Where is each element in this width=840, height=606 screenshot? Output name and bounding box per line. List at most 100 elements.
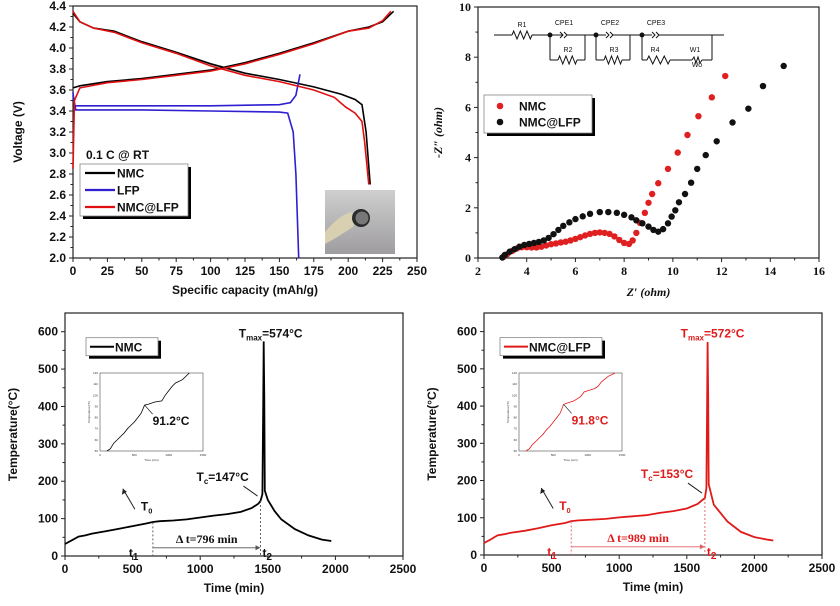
y-tick-label: 100	[457, 511, 477, 525]
y-tick-label: 3.4	[49, 104, 66, 118]
x-tick-label: 10	[667, 264, 679, 278]
data-point-nmc@lfp	[639, 220, 646, 227]
pointer-arrow	[243, 485, 258, 497]
y-tick-label: 3.6	[49, 83, 66, 97]
data-point-nmc	[557, 239, 565, 246]
inset-y-tick-label: 60	[95, 438, 99, 442]
legend-b: NMC NMC@LFP	[483, 94, 595, 136]
data-point-nmc@lfp	[659, 225, 667, 233]
cpe-cpe3	[651, 31, 660, 39]
circuit-label: R2	[564, 47, 573, 54]
data-point-nmc@lfp	[628, 214, 635, 221]
series-group-c: Δ t=796 min t1 t2 T0 Tc=147°C Tmax=574°C	[64, 327, 332, 563]
data-point-nmc	[567, 237, 574, 244]
inset-y-tick-label: 100	[512, 393, 517, 397]
y-tick-label: 3.2	[49, 125, 66, 139]
legend-label: NMC@LFP	[529, 341, 591, 355]
data-point-nmc@lfp	[745, 105, 752, 112]
inset-y-tick-label: 100	[93, 393, 98, 397]
data-point-nmc@lfp	[525, 240, 533, 248]
y-tick-label: 0	[465, 251, 471, 265]
x-tick-label: 12	[716, 264, 728, 278]
arrow-head	[699, 544, 705, 550]
inset-x-tick-label: 1000	[165, 453, 172, 457]
y-tick-label: 600	[38, 325, 58, 339]
tweezer-tip	[325, 212, 354, 244]
inset-x-axis-label: Time (min)	[563, 458, 577, 462]
data-point-nmc	[586, 230, 594, 238]
delta-t-label: Δ t=989 min	[607, 531, 669, 545]
inset-y-axis-label: Temperature(°C)	[87, 401, 91, 423]
data-point-nmc@lfp	[579, 213, 586, 220]
inset-photo-coin-cell	[325, 190, 395, 254]
x-tick-label: 75	[170, 264, 184, 278]
y-tick-label: 2.2	[49, 230, 66, 244]
circuit-label: W1	[690, 47, 701, 54]
resistor-r4	[646, 54, 671, 66]
data-point-nmc@lfp	[664, 220, 672, 227]
x-tick-label: 2	[475, 264, 481, 278]
y-tick-label: 2	[465, 201, 471, 215]
x-tick-label: 2000	[741, 561, 768, 575]
series-group-a: 0.1 C @ RT	[72, 10, 395, 259]
y-tick-label: 300	[457, 436, 477, 450]
circuit-label: R1	[518, 22, 527, 29]
legend-c: NMC	[85, 337, 161, 359]
tc-label: Tc=147°C	[196, 470, 249, 486]
series-line-lfp-charge	[72, 74, 301, 107]
series-line-nmc	[64, 341, 332, 545]
x-tick-label: 125	[235, 264, 255, 278]
series-line-nmc-charge	[72, 10, 395, 89]
legend-label: NMC@LFP	[519, 116, 581, 130]
x-tick-label: 0	[481, 561, 488, 575]
inset-y-tick-label: 50	[95, 449, 99, 453]
legend-d: NMC@LFP	[499, 337, 605, 359]
inset-series-line	[525, 372, 616, 452]
data-point-nmc@lfp	[605, 208, 612, 216]
inset-x-tick-label: 0	[518, 453, 520, 457]
t0-label: T0	[559, 499, 570, 515]
arrow-head	[255, 545, 261, 551]
inset-x-tick-label: 1500	[200, 453, 207, 457]
x-tick-label: 50	[135, 264, 149, 278]
y-tick-label: 400	[38, 399, 58, 413]
legend-label: NMC	[519, 100, 547, 114]
axes-d: 0 500 1000 1500 2000 25000100200300400500600T…	[425, 312, 836, 594]
data-point-nmc@lfp	[555, 226, 562, 234]
legend-label: NMC@LFP	[117, 201, 179, 215]
data-point-nmc@lfp	[572, 215, 579, 223]
data-point-nmc@lfp	[645, 223, 652, 230]
inset-frame	[99, 372, 204, 452]
inset-series-line	[106, 372, 190, 452]
data-point-nmc	[620, 239, 628, 247]
data-point-nmc	[695, 112, 702, 120]
pointer-arrow	[144, 404, 153, 415]
x-axis-label: Specific capacity (mAh/g)	[172, 283, 318, 297]
y-axis-label: -Z″ (ohm)	[431, 107, 445, 158]
y-axis-label: Voltage (V)	[11, 101, 25, 163]
arrow-head	[540, 487, 546, 494]
x-tick-label: 500	[123, 562, 143, 576]
x-tick-label: 0	[70, 264, 77, 278]
x-tick-label: 0	[62, 562, 69, 576]
legend-box	[85, 337, 159, 357]
data-point-nmc@lfp	[675, 199, 683, 206]
x-tick-label: 1500	[254, 562, 281, 576]
data-point-nmc	[591, 229, 599, 237]
data-point-nmc@lfp	[620, 211, 628, 219]
inset-chart-c: 0 500 1000 1500 50 60 70 80 90 100 110 120 Time (min…	[87, 371, 207, 462]
inset-y-tick-label: 70	[514, 427, 518, 431]
y-tick-label: 2.6	[49, 188, 66, 202]
data-point-nmc	[547, 240, 555, 248]
data-point-nmc	[562, 238, 569, 245]
x-tick-label: 25	[101, 264, 115, 278]
axes-c: 0 500 1000 1500 2000 25000100200300400500600T…	[6, 312, 417, 595]
data-point-nmc@lfp	[713, 138, 720, 145]
inset-y-tick-label: 80	[95, 416, 99, 420]
x-tick-label: 150	[269, 264, 289, 278]
data-point-nmc	[648, 190, 656, 198]
resistor-r2	[557, 54, 578, 66]
axes-a: 0 25 50 75 100 125 150 175 200 225 250 2.0 2.2 2.4 2.6…	[11, 0, 427, 297]
inset-y-tick-label: 50	[514, 449, 518, 453]
